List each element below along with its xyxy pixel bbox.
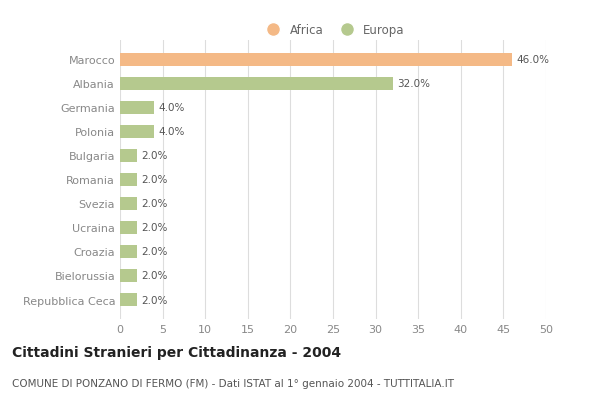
- Text: 2.0%: 2.0%: [142, 199, 167, 209]
- Bar: [120, 245, 137, 258]
- Bar: [120, 78, 392, 91]
- Text: 32.0%: 32.0%: [397, 79, 430, 89]
- Text: 46.0%: 46.0%: [516, 55, 549, 65]
- Bar: [120, 293, 137, 306]
- Text: 2.0%: 2.0%: [142, 151, 167, 161]
- Text: 2.0%: 2.0%: [142, 295, 167, 305]
- Legend: Africa, Europa: Africa, Europa: [256, 19, 410, 41]
- Bar: [120, 269, 137, 282]
- Text: COMUNE DI PONZANO DI FERMO (FM) - Dati ISTAT al 1° gennaio 2004 - TUTTITALIA.IT: COMUNE DI PONZANO DI FERMO (FM) - Dati I…: [12, 378, 454, 388]
- Text: 2.0%: 2.0%: [142, 223, 167, 233]
- Text: 4.0%: 4.0%: [158, 127, 185, 137]
- Text: 2.0%: 2.0%: [142, 271, 167, 281]
- Text: 2.0%: 2.0%: [142, 175, 167, 185]
- Bar: [120, 54, 512, 67]
- Bar: [120, 126, 154, 139]
- Bar: [120, 173, 137, 187]
- Text: 4.0%: 4.0%: [158, 103, 185, 113]
- Bar: [120, 101, 154, 115]
- Text: Cittadini Stranieri per Cittadinanza - 2004: Cittadini Stranieri per Cittadinanza - 2…: [12, 346, 341, 360]
- Bar: [120, 221, 137, 234]
- Bar: [120, 197, 137, 211]
- Text: 2.0%: 2.0%: [142, 247, 167, 257]
- Bar: [120, 149, 137, 163]
